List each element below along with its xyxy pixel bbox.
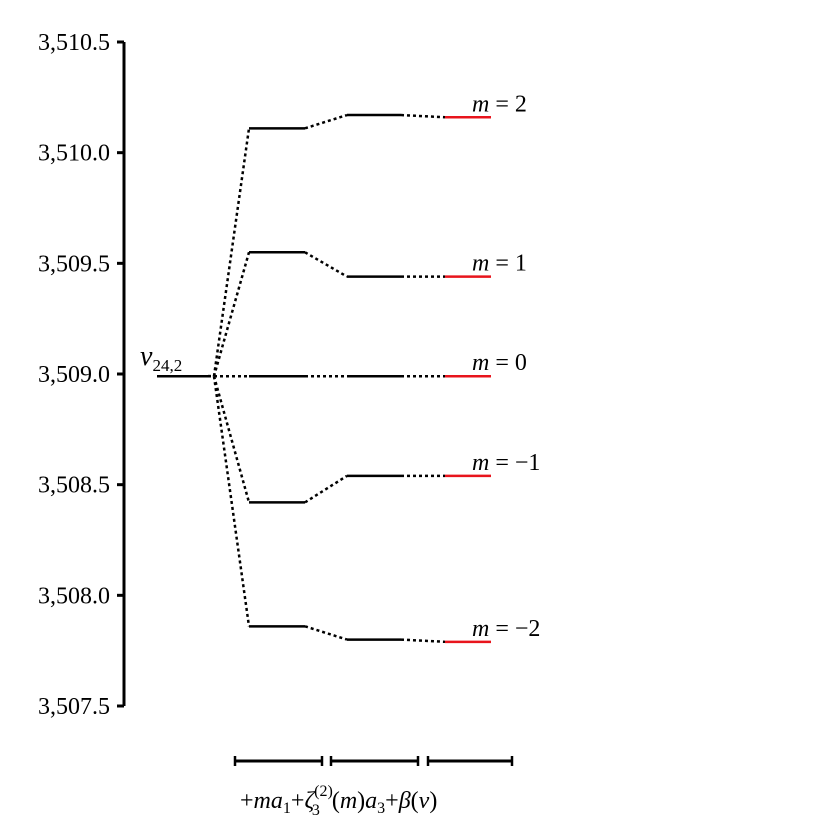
- origin-symbol: ν: [140, 341, 153, 372]
- term-m: m: [254, 788, 271, 814]
- level-label: m = −2: [472, 616, 540, 642]
- term-plus-2: +: [291, 788, 305, 814]
- y-tick-label: 3,508.5: [38, 473, 110, 499]
- y-tick-label: 3,508.0: [38, 583, 110, 609]
- term-m-2: m: [340, 788, 357, 814]
- term-sup-2: (2): [314, 783, 333, 800]
- y-tick-label: 3,510.0: [38, 141, 110, 167]
- term-a: a: [271, 788, 283, 814]
- term-paren-close-2: ): [429, 788, 437, 814]
- level-label: m = 2: [472, 91, 527, 117]
- term-nu: ν: [419, 788, 430, 814]
- y-axis: 3,507.5 3,508.0 3,508.5 3,509.0 3,509.5 3,510…: [38, 30, 126, 720]
- origin-subscript: 24,2: [152, 356, 182, 375]
- fan-connector: [212, 251, 251, 377]
- stage-connector: [400, 638, 446, 644]
- level-labels: m = 2 m = 1 m = 0 m = −1 m = −2: [472, 91, 540, 642]
- term-brackets: [233, 756, 514, 766]
- term-paren-open: (: [332, 788, 340, 814]
- x-term-label: +ma1+ζ(2) 3 (m)a3+β(ν): [240, 783, 437, 819]
- origin-label: ν24,2: [140, 341, 182, 375]
- stage-connector: [304, 625, 348, 641]
- term-paren-open-2: (: [411, 788, 419, 814]
- term-plus-3: +: [385, 788, 399, 814]
- term-a-3: a: [365, 788, 377, 814]
- stage-connector: [304, 113, 348, 130]
- y-tick-label: 3,507.5: [38, 694, 110, 720]
- level-label: m = 0: [472, 350, 527, 376]
- level-label: m = 1: [472, 251, 527, 277]
- term-sub-3: 3: [312, 802, 320, 819]
- y-tick-label: 3,509.5: [38, 251, 110, 277]
- connector-lines: [208, 113, 446, 644]
- y-tick-label: 3,510.5: [38, 30, 110, 56]
- term-paren-close: ): [357, 788, 365, 814]
- fan-connector: [212, 128, 251, 377]
- stage-connector: [304, 251, 348, 278]
- term-sub-3b: 3: [377, 800, 385, 817]
- fan-connector: [212, 375, 251, 503]
- energy-levels: [157, 113, 491, 644]
- term-plus-1: +: [240, 788, 254, 814]
- y-tick-label: 3,509.0: [38, 362, 110, 388]
- term-zeta: ζ: [304, 788, 316, 814]
- term-sub-1: 1: [283, 800, 291, 817]
- stage-connector: [400, 113, 446, 119]
- stage-connector: [304, 474, 348, 504]
- fan-connector: [212, 376, 251, 627]
- level-label: m = −1: [472, 450, 540, 476]
- term-beta: β: [398, 788, 411, 814]
